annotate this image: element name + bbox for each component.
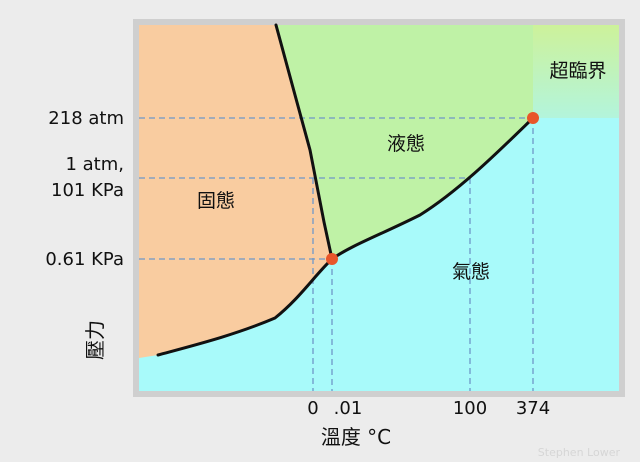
liquid-label: 液態 [387, 133, 425, 155]
supercritical-label: 超臨界 [549, 60, 606, 82]
y-tick-1atm: 1 atm, [65, 154, 124, 175]
phase-boundaries [156, 23, 535, 357]
solid-label: 固態 [197, 190, 235, 212]
liquid-region [276, 25, 533, 259]
fusion-curve [274, 23, 334, 261]
credit-watermark: Stephen Lower [538, 446, 621, 459]
solid-region [139, 25, 332, 358]
vaporization-curve [330, 116, 535, 261]
guide-lines [139, 117, 534, 391]
y-tick-218atm: 218 atm [48, 108, 124, 129]
x-axis-label: 溫度 °C [321, 425, 391, 449]
critical-point [527, 112, 539, 124]
supercritical-region [533, 25, 619, 118]
x-tick-100: 100 [453, 398, 487, 419]
x-tick-0: 0 [307, 398, 318, 419]
plot-frame [133, 19, 625, 397]
y-tick-101kpa: 101 KPa [51, 180, 124, 201]
gas-label: 氣態 [452, 261, 490, 283]
x-tick-001: .01 [334, 398, 363, 419]
triple-point [326, 253, 338, 265]
y-tick-061kpa: 0.61 KPa [45, 249, 124, 270]
y-axis-label: 壓力 [83, 320, 107, 360]
x-tick-374: 374 [516, 398, 550, 419]
sublimation-curve [156, 257, 334, 357]
